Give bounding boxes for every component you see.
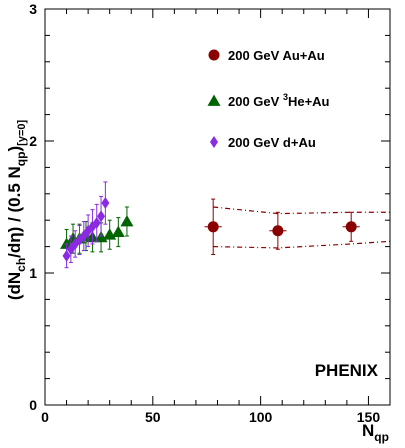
x-axis: 0 50 100 150 — [41, 9, 391, 425]
data-point — [269, 211, 287, 250]
x-tick-label: 0 — [41, 409, 49, 425]
data-point-triangle — [111, 225, 125, 237]
legend-label: 200 GeV 3He+Au — [228, 92, 330, 109]
data-point-circle — [345, 221, 357, 233]
systematic-bands — [213, 206, 391, 249]
data-point — [111, 217, 125, 248]
data-point-triangle — [120, 215, 134, 227]
data-point-diamond — [97, 210, 106, 223]
legend-entry: 200 GeV d+Au — [210, 135, 316, 150]
data-point-circle — [207, 221, 219, 233]
legend: 200 GeV Au+Au 200 GeV 3He+Au 200 GeV d+Au — [207, 48, 330, 150]
data-point — [92, 203, 101, 242]
y-axis-title: (dNch/dη) / (0.5 Nqp)[y=0] — [5, 120, 28, 301]
data-point — [62, 243, 71, 269]
data-point-diamond — [101, 197, 110, 210]
legend-entry: 200 GeV Au+Au — [208, 48, 325, 63]
phenix-label: PHENIX — [315, 361, 379, 380]
y-tick-label: 3 — [29, 1, 37, 17]
data-point-diamond — [92, 216, 101, 229]
data-series — [60, 181, 360, 269]
band-lower-line — [213, 240, 391, 249]
x-tick-label: 150 — [357, 409, 381, 425]
legend-label: 200 GeV d+Au — [228, 135, 316, 150]
legend-marker-circle — [208, 49, 220, 61]
x-tick-label: 50 — [145, 409, 161, 425]
y-tick-label: 2 — [29, 133, 37, 149]
data-point-circle — [272, 225, 284, 237]
band-upper-line — [213, 206, 390, 215]
legend-marker-diamond — [210, 136, 218, 148]
legend-entry: 200 GeV 3He+Au — [207, 92, 330, 109]
data-point — [204, 198, 222, 256]
data-point — [97, 195, 106, 237]
x-tick-label: 100 — [249, 409, 273, 425]
y-tick-label: 1 — [29, 265, 37, 281]
y-tick-label: 0 — [29, 397, 37, 413]
x-axis-title: Nqp — [362, 421, 389, 444]
data-point — [101, 181, 110, 225]
data-point-diamond — [62, 249, 71, 262]
data-point — [120, 206, 134, 237]
legend-marker-triangle — [207, 94, 221, 106]
data-point — [342, 211, 360, 242]
series-circle — [204, 198, 360, 256]
series-diamond — [62, 181, 110, 269]
x-axis-title-sub: qp — [374, 430, 389, 444]
y-axis: 0 1 2 3 — [29, 1, 390, 413]
legend-label: 200 GeV Au+Au — [228, 48, 325, 63]
